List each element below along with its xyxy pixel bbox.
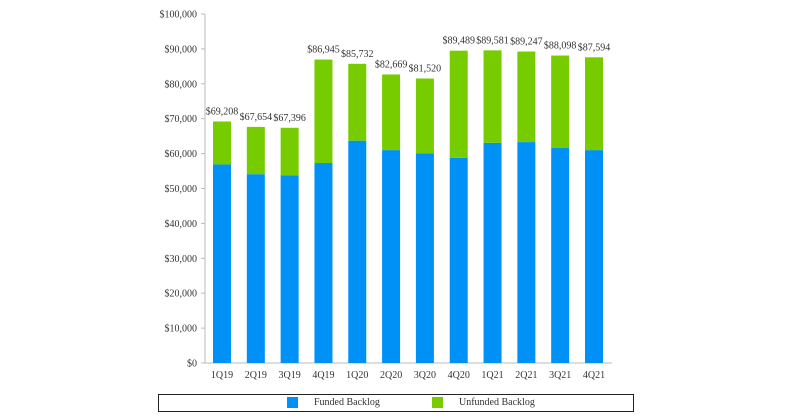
y-tick-label: $80,000: [165, 79, 198, 90]
bar-funded: [213, 164, 231, 363]
bar-funded: [348, 140, 367, 363]
stacked-bar-chart: $0 $10,000 $20,000 $30,000 $40,000 $50,000 $60…: [160, 10, 612, 381]
y-tick-label: $20,000: [165, 289, 198, 300]
bar-unfunded: [415, 78, 434, 154]
x-tick-label: 4Q21: [583, 370, 605, 381]
total-data-label: $82,669: [375, 59, 408, 70]
total-data-label: $67,654: [240, 112, 273, 123]
y-tick-label: $100,000: [160, 10, 198, 21]
x-tick-label: 1Q20: [346, 370, 368, 381]
total-data-label: $89,489: [442, 36, 475, 47]
bar-unfunded: [280, 127, 299, 176]
bar-funded: [551, 148, 570, 363]
bar-unfunded: [348, 63, 367, 141]
legend-label-funded: Funded Backlog: [314, 397, 380, 408]
x-tick-label: 4Q19: [312, 370, 334, 381]
bar-unfunded: [449, 50, 468, 158]
total-data-label: $86,945: [307, 45, 340, 56]
y-tick-label: $70,000: [165, 114, 198, 125]
bar-unfunded: [314, 59, 333, 164]
x-tick-label: 4Q20: [448, 370, 470, 381]
legend-label-unfunded: Unfunded Backlog: [459, 397, 535, 408]
y-tick-label: $30,000: [165, 254, 198, 265]
legend-swatch-unfunded: [432, 397, 443, 408]
legend: Funded Backlog Unfunded Backlog: [158, 394, 634, 412]
y-tick-label: $40,000: [165, 219, 198, 230]
bar-unfunded: [382, 74, 401, 151]
legend-item-funded: Funded Backlog: [287, 397, 380, 408]
bar-funded: [382, 150, 401, 363]
total-data-label: $67,396: [273, 113, 306, 124]
total-data-label: $88,098: [544, 41, 577, 52]
bar-funded: [483, 142, 502, 363]
y-tick-label: $60,000: [165, 149, 198, 160]
bar-unfunded: [517, 51, 536, 143]
bar-unfunded: [551, 55, 570, 149]
x-tick-label: 1Q21: [481, 370, 503, 381]
total-data-label: $85,732: [341, 49, 374, 60]
legend-item-unfunded: Unfunded Backlog: [432, 397, 535, 408]
x-tick-label: 3Q21: [549, 370, 571, 381]
bar-unfunded: [585, 57, 603, 151]
bar-unfunded: [483, 50, 502, 143]
x-tick-label: 3Q19: [279, 370, 301, 381]
y-tick-label: $50,000: [165, 184, 198, 195]
bar-funded: [314, 163, 333, 363]
x-tick-label: 2Q20: [380, 370, 402, 381]
total-data-label: $89,247: [510, 37, 543, 48]
bar-unfunded: [213, 121, 231, 165]
total-data-label: $87,594: [578, 42, 611, 53]
bar-unfunded: [246, 126, 265, 175]
x-tick-label: 1Q19: [211, 370, 233, 381]
bar-funded: [280, 175, 299, 363]
x-tick-label: 3Q20: [414, 370, 436, 381]
bar-funded: [415, 153, 434, 363]
y-tick-label: $10,000: [165, 324, 198, 335]
legend-swatch-funded: [287, 397, 298, 408]
bar-funded: [585, 150, 603, 363]
total-data-label: $81,520: [409, 63, 442, 74]
y-tick-label: $90,000: [165, 44, 198, 55]
total-data-label: $69,208: [206, 106, 239, 117]
total-data-label: $89,581: [476, 35, 509, 46]
bar-funded: [517, 142, 536, 363]
x-tick-label: 2Q19: [245, 370, 267, 381]
bar-funded: [246, 174, 265, 363]
bar-funded: [449, 157, 468, 363]
y-tick-label: $0: [187, 359, 197, 370]
x-tick-label: 2Q21: [515, 370, 537, 381]
